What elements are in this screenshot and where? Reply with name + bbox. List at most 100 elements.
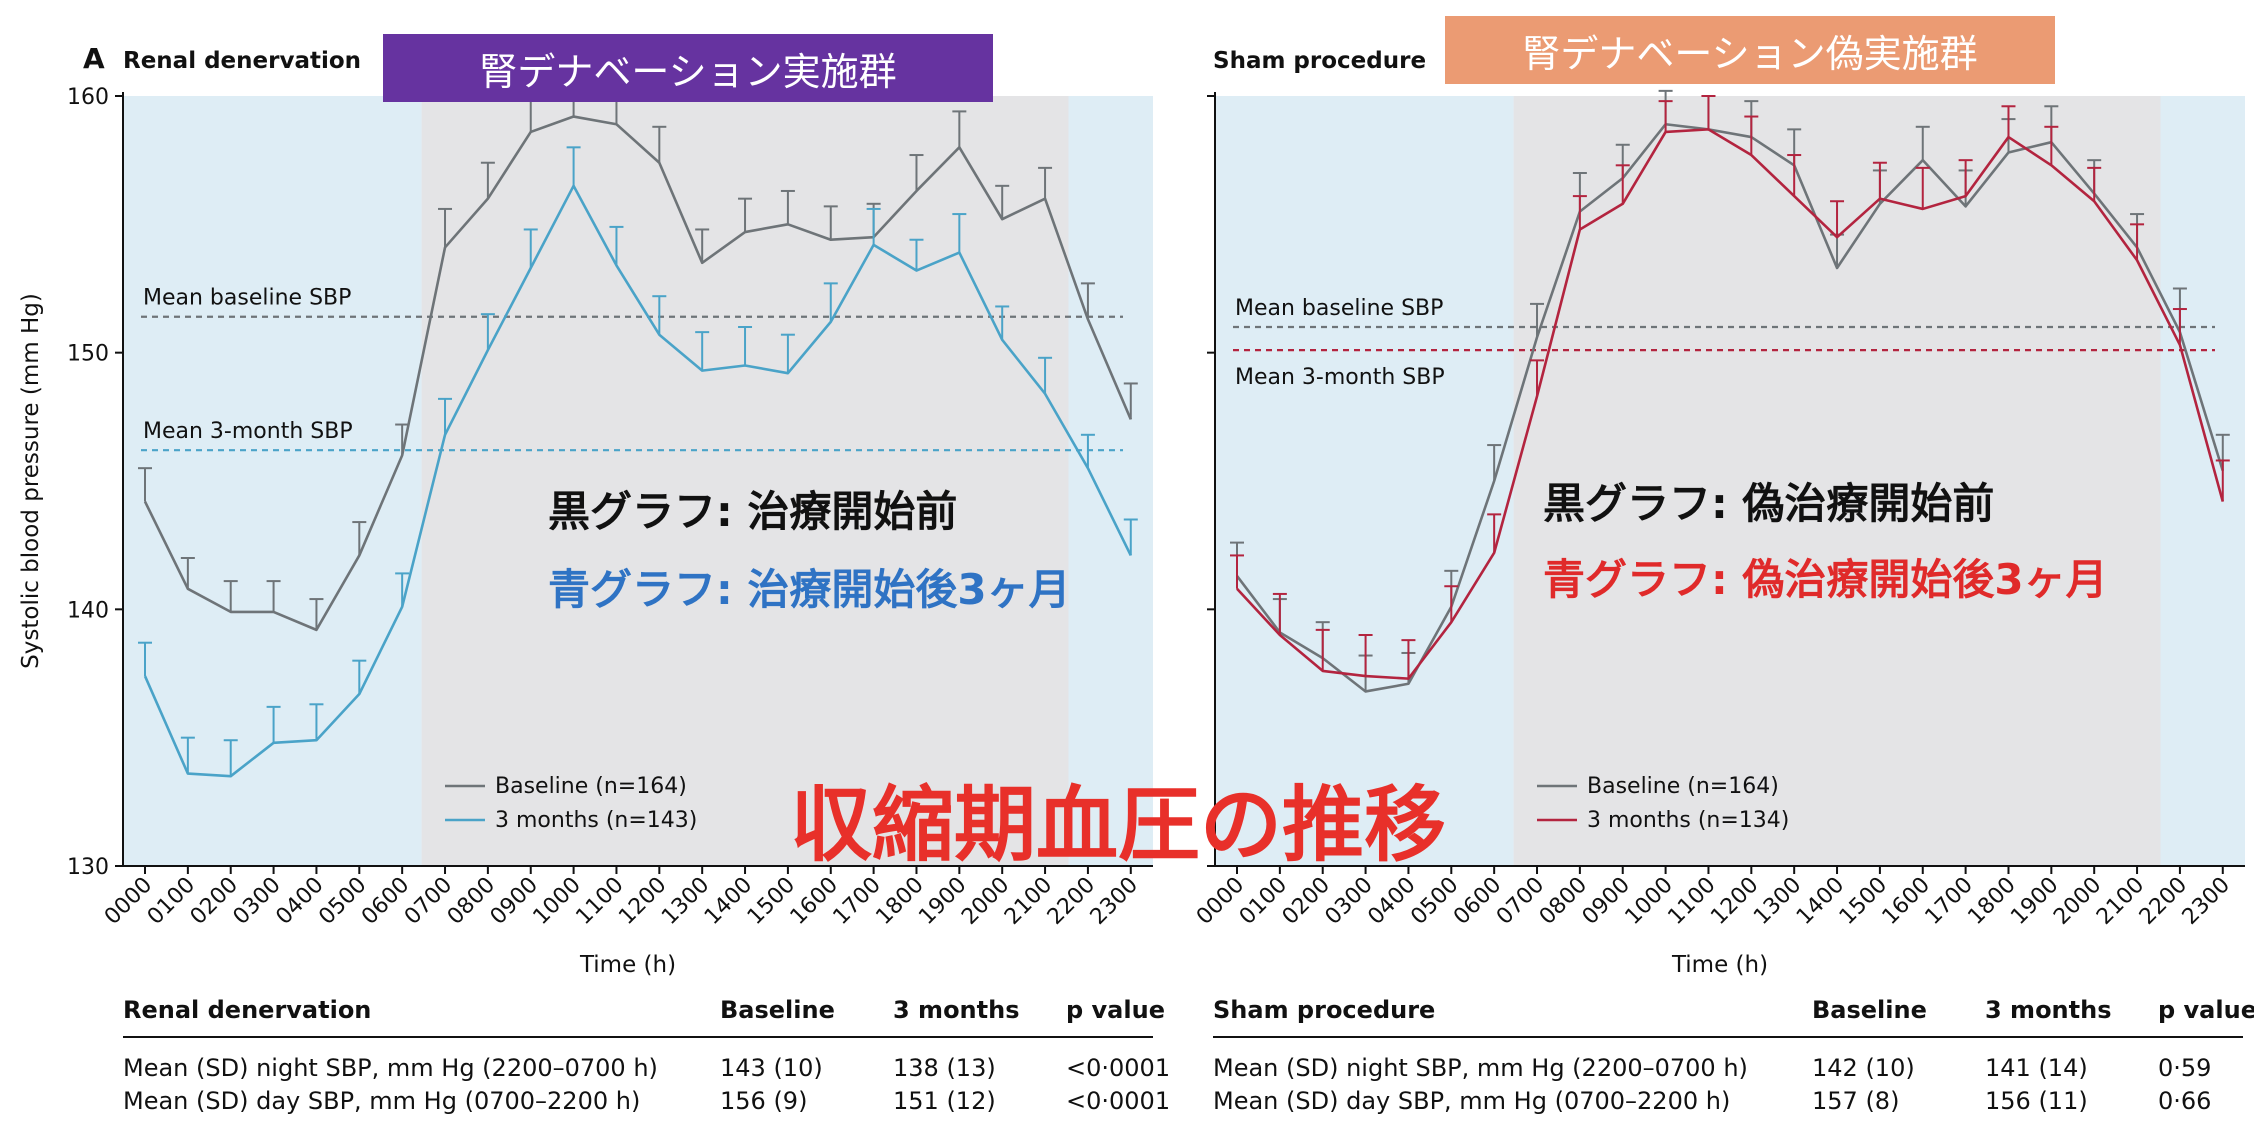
x-tick-label: 2300 bbox=[2178, 873, 2235, 930]
x-tick-label: 0900 bbox=[486, 873, 543, 930]
y-tick-label: 130 bbox=[67, 855, 109, 880]
x-tick-label: 2100 bbox=[2092, 873, 2149, 930]
x-tick-label: 0400 bbox=[271, 873, 328, 930]
banner-left: 腎デナベーション実施群 bbox=[383, 34, 993, 102]
reference-label: Mean baseline SBP bbox=[143, 286, 351, 311]
y-tick-label: 150 bbox=[67, 342, 109, 367]
x-tick-label: 1600 bbox=[1878, 873, 1935, 930]
table-cell: 156 (9) bbox=[720, 1087, 808, 1115]
table-cell: <0·0001 bbox=[1066, 1087, 1171, 1115]
table-cell: 156 (11) bbox=[1985, 1087, 2088, 1115]
night-band bbox=[1215, 96, 1514, 866]
panel-title: Sham procedure bbox=[1213, 48, 1426, 74]
note-right-black: 黒グラフ: 偽治療開始前 bbox=[1543, 479, 1995, 528]
x-tick-label: 0500 bbox=[1406, 873, 1463, 930]
note-right-red: 青グラフ: 偽治療開始後3ヶ月 bbox=[1543, 555, 2108, 604]
overlay-title: 収縮期血圧の推移 bbox=[790, 778, 1447, 873]
night-band bbox=[1068, 96, 1153, 866]
x-tick-label: 2200 bbox=[1043, 873, 1100, 930]
table-row-label: Mean (SD) day SBP, mm Hg (0700–2200 h) bbox=[123, 1087, 641, 1115]
legend-label: Baseline (n=164) bbox=[495, 774, 687, 799]
x-tick-label: 1700 bbox=[829, 873, 886, 930]
table-cell: 143 (10) bbox=[720, 1054, 823, 1082]
x-tick-label: 1900 bbox=[2006, 873, 2063, 930]
x-tick-label: 1300 bbox=[1749, 873, 1806, 930]
series-line bbox=[1235, 122, 2225, 693]
x-tick-label: 0300 bbox=[229, 873, 286, 930]
x-tick-label: 1200 bbox=[1706, 873, 1763, 930]
note-left-blue: 青グラフ: 治療開始後3ヶ月 bbox=[548, 565, 1071, 614]
x-tick-label: 1900 bbox=[914, 873, 971, 930]
x-tick-label: 0200 bbox=[1278, 873, 1335, 930]
night-band bbox=[123, 96, 422, 866]
x-tick-label: 1400 bbox=[700, 873, 757, 930]
series-line bbox=[143, 184, 1132, 778]
table-row-label: Mean (SD) night SBP, mm Hg (2200–0700 h) bbox=[1213, 1054, 1748, 1082]
x-tick-label: 1000 bbox=[529, 873, 586, 930]
y-tick-label: 140 bbox=[67, 598, 109, 623]
series-line bbox=[143, 115, 1132, 632]
legend-label: 3 months (n=134) bbox=[1587, 808, 1789, 833]
table-rule bbox=[123, 1036, 1153, 1038]
x-tick-label: 0700 bbox=[1492, 873, 1549, 930]
table-cell: 138 (13) bbox=[893, 1054, 996, 1082]
x-tick-label: 0600 bbox=[357, 873, 414, 930]
x-tick-label: 0800 bbox=[443, 873, 500, 930]
banner-right: 腎デナベーション偽実施群 bbox=[1445, 16, 2055, 84]
reference-label: Mean 3-month SBP bbox=[1235, 365, 1445, 390]
reference-label: Mean 3-month SBP bbox=[143, 419, 353, 444]
x-tick-label: 0300 bbox=[1321, 873, 1378, 930]
x-tick-label: 0800 bbox=[1535, 873, 1592, 930]
table-col-3months: 3 months bbox=[893, 996, 1020, 1024]
x-tick-label: 1100 bbox=[571, 873, 628, 930]
panel-letter: A bbox=[83, 42, 105, 75]
table-rule bbox=[1213, 1036, 2243, 1038]
table-cell: 157 (8) bbox=[1812, 1087, 1900, 1115]
note-left-black: 黒グラフ: 治療開始前 bbox=[548, 487, 958, 536]
x-axis-title: Time (h) bbox=[579, 952, 676, 978]
series-line bbox=[1236, 128, 2225, 680]
panel-title: Renal denervation bbox=[123, 48, 361, 74]
x-tick-label: 2100 bbox=[1000, 873, 1057, 930]
x-tick-label: 0100 bbox=[1235, 873, 1292, 930]
x-tick-label: 2200 bbox=[2135, 873, 2192, 930]
x-tick-label: 1300 bbox=[657, 873, 714, 930]
table-cell: <0·0001 bbox=[1066, 1054, 1171, 1082]
x-tick-label: 0900 bbox=[1578, 873, 1635, 930]
x-tick-label: 0100 bbox=[143, 873, 200, 930]
x-tick-label: 1500 bbox=[743, 873, 800, 930]
x-tick-label: 0500 bbox=[314, 873, 371, 930]
x-tick-label: 2300 bbox=[1086, 873, 1143, 930]
x-tick-label: 2000 bbox=[2049, 873, 2106, 930]
x-tick-label: 0400 bbox=[1363, 873, 1420, 930]
table-cell: 151 (12) bbox=[893, 1087, 996, 1115]
legend-label: Baseline (n=164) bbox=[1587, 774, 1779, 799]
table-col-baseline: Baseline bbox=[1812, 996, 1927, 1024]
x-tick-label: 1800 bbox=[1963, 873, 2020, 930]
table-row-label: Mean (SD) night SBP, mm Hg (2200–0700 h) bbox=[123, 1054, 658, 1082]
table-cell: 142 (10) bbox=[1812, 1054, 1915, 1082]
table-col-pvalue: p value bbox=[2158, 996, 2254, 1024]
x-tick-label: 1600 bbox=[786, 873, 843, 930]
y-tick-label: 160 bbox=[67, 85, 109, 110]
x-tick-label: 0600 bbox=[1449, 873, 1506, 930]
night-band bbox=[2160, 96, 2245, 866]
table-col-baseline: Baseline bbox=[720, 996, 835, 1024]
x-tick-label: 1500 bbox=[1835, 873, 1892, 930]
x-tick-label: 1200 bbox=[614, 873, 671, 930]
x-tick-label: 0200 bbox=[186, 873, 243, 930]
panel-sham-procedure: 0000010002000300040005000600070008000900… bbox=[1192, 48, 2245, 978]
banner-right-text: 腎デナベーション偽実施群 bbox=[1522, 31, 1978, 76]
x-tick-label: 1000 bbox=[1621, 873, 1678, 930]
banner-left-text: 腎デナベーション実施群 bbox=[479, 49, 897, 94]
x-tick-label: 0000 bbox=[1192, 873, 1249, 930]
panel-renal-denervation: 130 140 150 160 0000010002000300040005000600… bbox=[18, 42, 1153, 978]
table-title: Renal denervation bbox=[123, 996, 372, 1024]
x-tick-label: 2000 bbox=[957, 873, 1014, 930]
table-cell: 141 (14) bbox=[1985, 1054, 2088, 1082]
legend-label: 3 months (n=143) bbox=[495, 808, 697, 833]
x-tick-label: 1100 bbox=[1663, 873, 1720, 930]
x-tick-label: 1400 bbox=[1792, 873, 1849, 930]
table-col-3months: 3 months bbox=[1985, 996, 2112, 1024]
